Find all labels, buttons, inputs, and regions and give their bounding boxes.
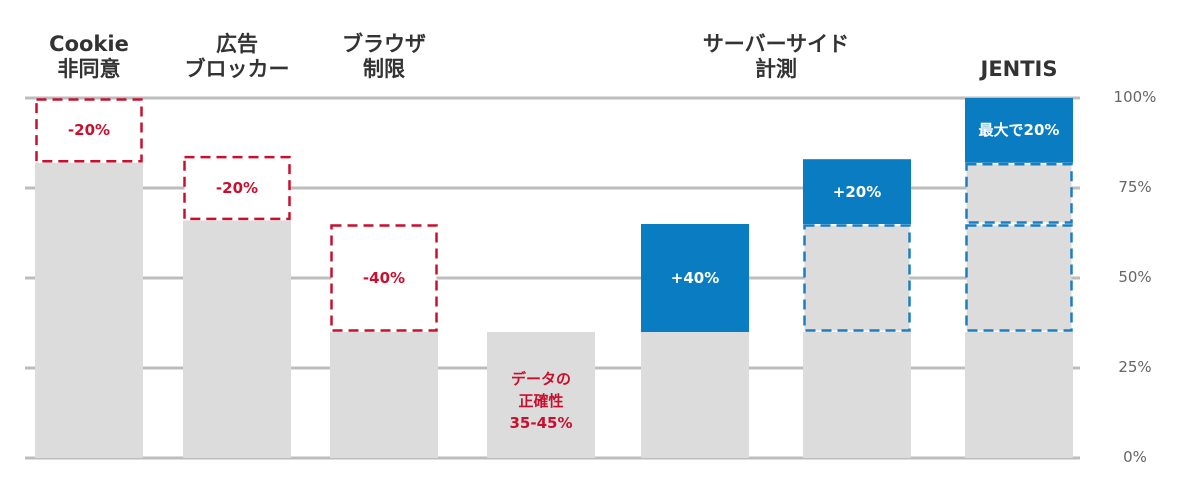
bar-segment: [803, 224, 911, 332]
y-tick-label: 25%: [1118, 358, 1152, 376]
group-label: サーバーサイド 計測: [702, 32, 850, 81]
bar-segment: [641, 224, 749, 332]
bar-segment: [965, 98, 1073, 163]
bar-segment: [35, 162, 143, 459]
bar-segment: [803, 159, 911, 224]
bar-segment: [803, 332, 911, 458]
bar-annotation: +20%: [832, 182, 882, 201]
y-tick-label: 100%: [1113, 88, 1157, 106]
bar-annotation: +40%: [670, 269, 720, 287]
bar-segment: [183, 220, 291, 458]
bar-segment: [330, 332, 438, 458]
bar-segment: [183, 155, 291, 221]
bar-annotation: -20%: [67, 121, 111, 140]
y-tick-label: 75%: [1118, 178, 1152, 196]
bar-segment: [965, 224, 1073, 332]
bar-annotation: -40%: [362, 269, 406, 287]
bar-segment: [487, 332, 595, 458]
bar-annotation: データの 正確性 35-45%: [509, 370, 573, 433]
bar-segment: [35, 98, 143, 163]
x-category-label: 広告 ブロッカー: [184, 32, 290, 81]
y-tick-label: 50%: [1118, 268, 1152, 286]
bar-segment: [641, 332, 749, 458]
x-category-label: Cookie 非同意: [49, 32, 129, 81]
y-tick-label: 0%: [1123, 448, 1147, 466]
x-category-label: JENTIS: [980, 57, 1058, 81]
x-category-label: ブラウザ 制限: [342, 32, 426, 81]
bar-annotation: -20%: [215, 179, 259, 197]
bar-segment: [965, 163, 1073, 224]
bar-segment: [965, 332, 1073, 458]
bar-annotation: 最大で20%: [978, 121, 1060, 140]
bar-segment: [330, 224, 438, 332]
